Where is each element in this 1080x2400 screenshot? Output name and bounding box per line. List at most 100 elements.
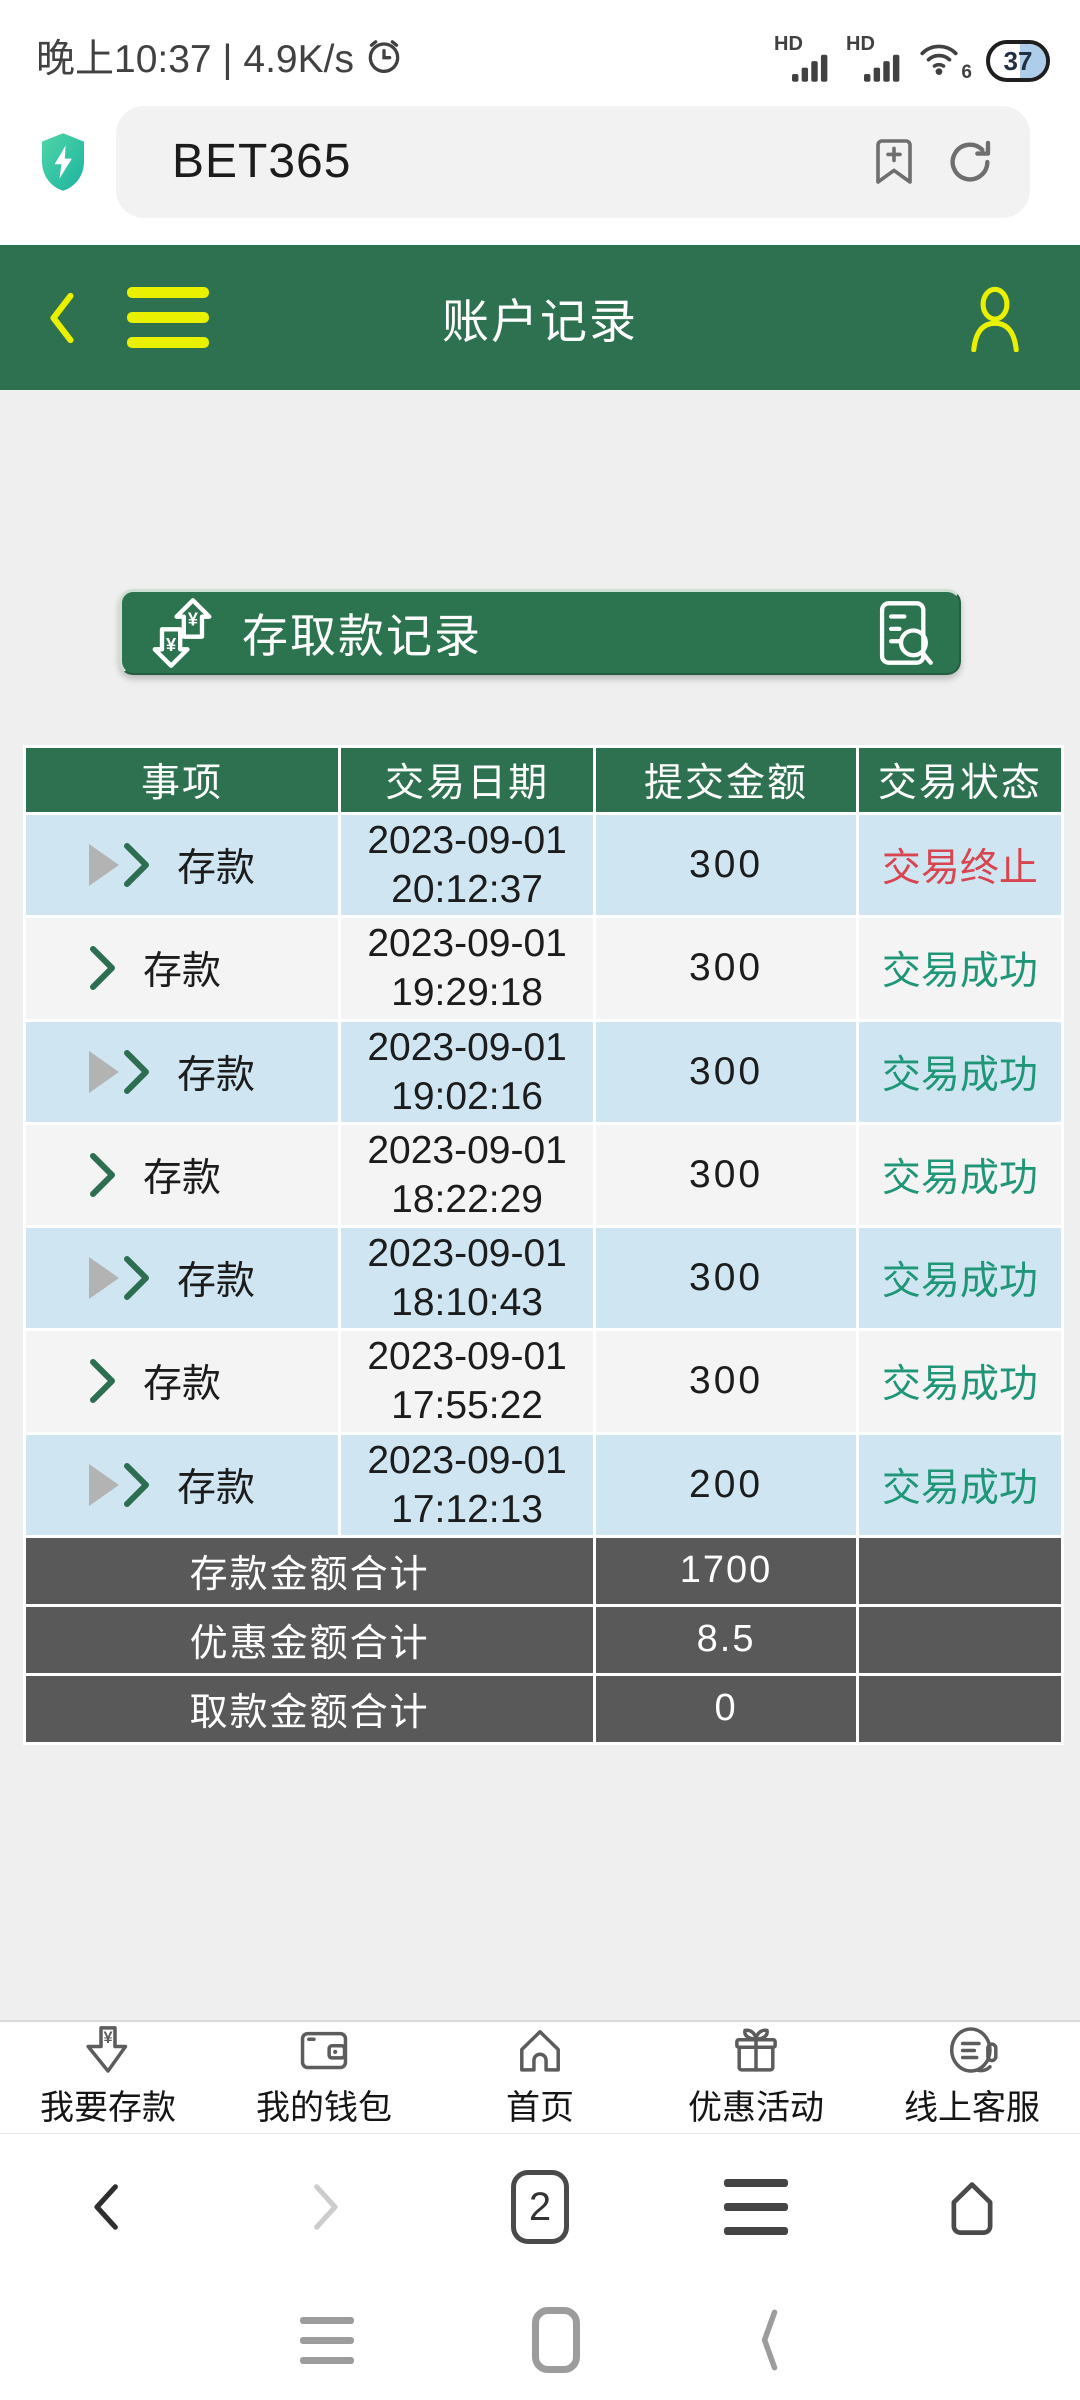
item-label: 存款 [143,1363,222,1407]
svg-text:¥: ¥ [103,2029,113,2047]
system-menu-button[interactable] [300,2316,354,2364]
battery-icon: 37 [986,40,1050,82]
status: 交易成功 [858,918,1061,1019]
url-input[interactable]: BET365 [116,105,1030,218]
shield-lightning-icon[interactable] [36,131,90,193]
hd-label: HD [846,33,875,55]
chevron-icon [124,1462,149,1507]
amount: 300 [596,1228,856,1329]
trade-time: 19:29:18 [391,971,543,1015]
summary-value: 8.5 [596,1606,856,1673]
chevron-icon [90,946,115,991]
system-back-button[interactable] [758,2309,780,2371]
battery-percent: 37 [1003,45,1033,76]
table-row[interactable]: 存款 2023-09-01 17:12:13 200 交易成功 [26,1434,1061,1535]
browser-tabs-button[interactable]: 2 [432,2170,648,2244]
browser-back-button[interactable] [0,2178,216,2236]
customer-service-icon [949,2027,998,2073]
arrow-icon [89,844,119,887]
table-row[interactable]: 存款 2023-09-01 17:55:22 300 交易成功 [26,1331,1061,1432]
status-bar: 晚上10:37 | 4.9K/s HD HD 6 37 [0,0,1080,92]
col-header-amount: 提交金额 [596,748,856,812]
url-text[interactable]: BET365 [172,135,352,188]
amount: 300 [596,1021,856,1122]
wifi-icon: 6 [918,36,972,82]
hamburger-menu-icon[interactable] [127,287,209,348]
search-records-icon[interactable] [877,600,935,666]
profile-icon[interactable] [965,284,1025,352]
status: 交易成功 [858,1124,1061,1225]
system-home-button[interactable] [532,2307,580,2373]
item-label: 存款 [177,847,256,891]
chevron-icon [90,1359,115,1404]
table-row[interactable]: 存款 2023-09-01 18:10:43 300 交易成功 [26,1228,1061,1329]
browser-forward-button[interactable] [216,2178,432,2236]
transactions-table: 事项 交易日期 提交金额 交易状态 存款 2023-09-01 20:12:37 … [23,745,1064,1745]
summary-empty [858,1537,1061,1604]
arrow-icon [89,1050,119,1093]
table-row[interactable]: 存款 2023-09-01 19:29:18 300 交易成功 [26,918,1061,1019]
alarm-clock-icon [368,40,400,73]
battery-fill [1020,44,1046,78]
col-header-date: 交易日期 [340,748,594,812]
item-label: 存款 [143,1156,222,1200]
summary-value: 0 [596,1675,856,1742]
amount: 200 [596,1434,856,1535]
nav-item-promotions[interactable]: 优惠活动 [648,2022,864,2133]
status: 交易成功 [858,1434,1061,1535]
back-chevron-icon [94,2184,118,2230]
table-row[interactable]: 存款 2023-09-01 19:02:16 300 交易成功 [26,1021,1061,1122]
app-header: 账户记录 [0,245,1080,390]
forward-chevron-icon [314,2184,338,2230]
status: 交易成功 [858,1228,1061,1329]
table-row[interactable]: 存款 2023-09-01 18:22:29 300 交易成功 [26,1124,1061,1225]
nav-item-wallet[interactable]: 我的钱包 [216,2022,432,2133]
status: 交易成功 [858,1331,1061,1432]
summary-row-deposit-total: 存款金额合计 1700 [26,1537,1061,1604]
records-banner[interactable]: ¥ ¥ 存取款记录 [119,589,961,675]
amount: 300 [596,918,856,1019]
tab-count-box: 2 [511,2170,569,2244]
status: 交易终止 [858,815,1061,916]
chevron-icon [124,843,149,888]
page-content: ¥ ¥ 存取款记录 事项 交易日期 提交金额 交易状态 [0,390,1080,2020]
status: 交易成功 [858,1021,1061,1122]
trade-date: 2023-09-01 [367,1025,567,1069]
svg-text:¥: ¥ [166,635,177,655]
trade-date: 2023-09-01 [367,1335,567,1379]
nav-item-home[interactable]: 首页 [432,2022,648,2133]
page-title: 账户记录 [442,295,638,348]
col-header-item: 事项 [26,748,338,812]
nav-label: 首页 [506,2089,574,2127]
summary-empty [858,1606,1061,1673]
browser-home-button[interactable] [864,2175,1080,2239]
back-chevron-icon[interactable] [45,286,79,350]
amount: 300 [596,815,856,916]
summary-row-bonus-total: 优惠金额合计 8.5 [26,1606,1061,1673]
item-label: 存款 [177,1260,256,1304]
nav-item-deposit[interactable]: ¥ 我要存款 [0,2022,216,2133]
trade-time: 19:02:16 [391,1074,543,1118]
tab-count: 2 [528,2184,552,2229]
browser-nav-bar: 2 [0,2133,1080,2280]
summary-value: 1700 [596,1537,856,1604]
nav-label: 我要存款 [40,2089,176,2127]
home-outline-icon [951,2182,993,2235]
trade-time: 18:22:29 [391,1177,543,1221]
trade-date: 2023-09-01 [367,1438,567,1482]
wifi6-badge: 6 [961,62,972,83]
nav-item-customer-service[interactable]: 线上客服 [864,2022,1080,2133]
summary-label: 取款金额合计 [26,1675,594,1742]
refresh-icon[interactable] [944,136,996,188]
table-row[interactable]: 存款 2023-09-01 20:12:37 300 交易终止 [26,815,1061,916]
nav-label: 优惠活动 [688,2089,824,2127]
menu-icon [724,2179,788,2235]
summary-label: 优惠金额合计 [26,1606,594,1673]
summary-label: 存款金额合计 [26,1537,594,1604]
arrow-icon [89,1463,119,1506]
add-bookmark-icon[interactable] [868,136,920,188]
summary-row-withdraw-total: 取款金额合计 0 [26,1675,1061,1742]
summary-empty [858,1675,1061,1742]
browser-menu-button[interactable] [648,2179,864,2235]
